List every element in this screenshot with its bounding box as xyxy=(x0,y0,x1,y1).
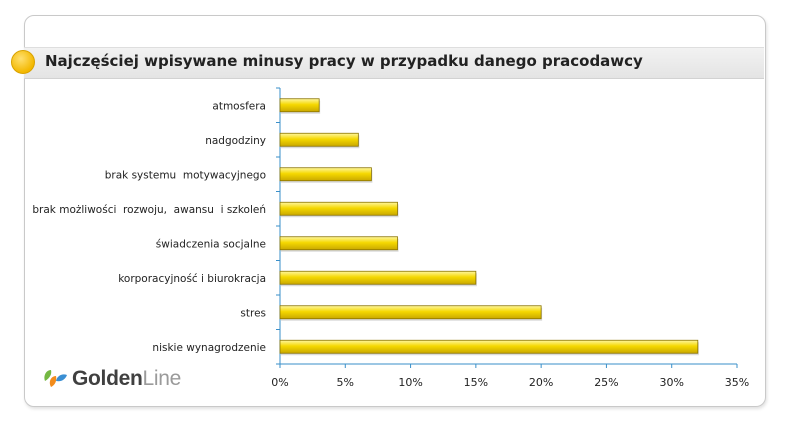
x-tick-label: 15% xyxy=(464,376,488,389)
bar xyxy=(279,305,542,320)
x-tick-label: 10% xyxy=(398,376,422,389)
bar xyxy=(279,339,699,354)
category-label: brak systemu motywacyjnego xyxy=(105,169,266,181)
chart-title: Najczęściej wpisywane minusy pracy w prz… xyxy=(45,52,643,70)
x-tick-label: 30% xyxy=(659,376,683,389)
logo-text-golden: Golden xyxy=(72,367,143,390)
category-label: niskie wynagrodzenie xyxy=(152,342,266,354)
bar xyxy=(279,201,398,216)
x-tick-label: 20% xyxy=(529,376,553,389)
category-label: świadczenia socjalne xyxy=(156,238,266,250)
bar xyxy=(279,236,398,251)
x-tick-label: 25% xyxy=(594,376,618,389)
x-tick-label: 5% xyxy=(337,376,354,389)
x-tick-label: 35% xyxy=(725,376,749,389)
goldenline-logo: GoldenLine xyxy=(42,367,181,391)
bar xyxy=(279,98,320,113)
title-bullet-icon xyxy=(11,50,35,74)
goldenline-logo-icon xyxy=(44,370,67,387)
category-label: korporacyjność i biurokracja xyxy=(118,273,266,285)
category-label: nadgodziny xyxy=(205,135,266,147)
category-label: atmosfera xyxy=(212,100,266,112)
category-label: stres xyxy=(240,307,266,319)
bar xyxy=(279,132,359,147)
x-tick-label: 0% xyxy=(271,376,288,389)
logo-text-line: Line xyxy=(142,367,182,390)
category-label: brak możliwości rozwoju, awansu i szkole… xyxy=(32,204,266,216)
bar xyxy=(279,270,477,285)
title-band xyxy=(24,47,764,79)
bar xyxy=(279,167,372,182)
goldenline-logo-text: GoldenLine xyxy=(72,367,181,391)
